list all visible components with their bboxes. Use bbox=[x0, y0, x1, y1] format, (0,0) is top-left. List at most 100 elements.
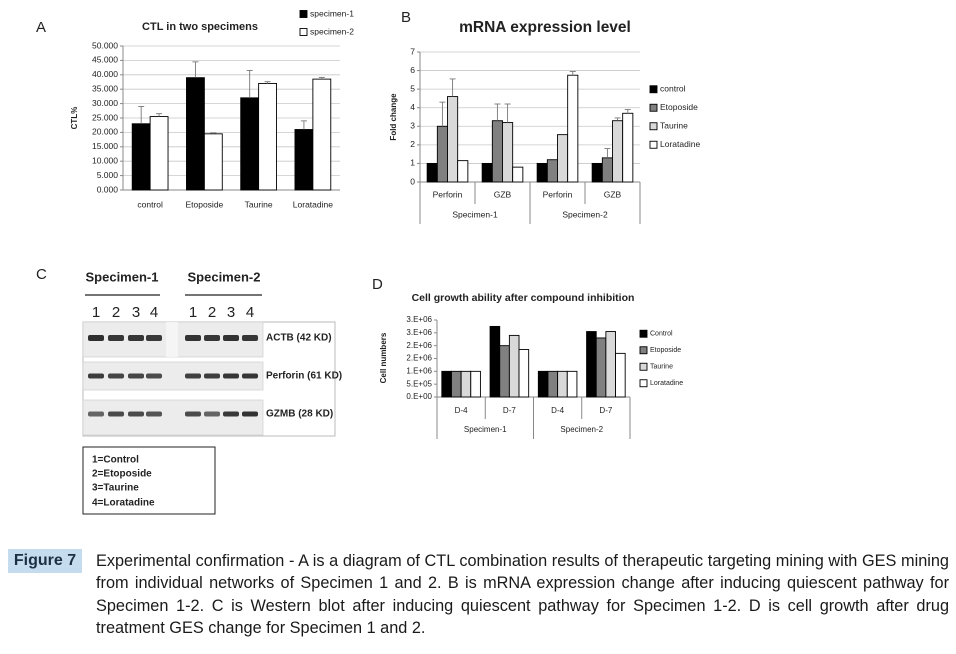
y-tick-label: 15.000 bbox=[92, 141, 118, 151]
y-axis-label: Fold change bbox=[389, 93, 398, 141]
key-entry: 2=Etoposide bbox=[92, 469, 152, 480]
band-label: ACTB (42 KD) bbox=[266, 333, 332, 344]
blot-band bbox=[242, 335, 258, 341]
y-tick-label: 0.000 bbox=[97, 184, 119, 194]
blot-band bbox=[146, 335, 162, 341]
bar bbox=[586, 331, 597, 398]
y-tick-label: 0.E+00 bbox=[406, 392, 432, 401]
blot-band bbox=[108, 335, 124, 341]
lane-number: 3 bbox=[227, 304, 235, 321]
bar bbox=[502, 122, 514, 183]
bar bbox=[595, 337, 607, 398]
x-tick-label: D-7 bbox=[599, 406, 612, 415]
bar bbox=[612, 120, 624, 183]
bar bbox=[566, 370, 578, 398]
y-tick-label: 10.000 bbox=[92, 155, 118, 165]
group-label: Specimen-1 bbox=[464, 425, 507, 434]
bar bbox=[499, 345, 510, 398]
bar bbox=[489, 325, 501, 398]
bar bbox=[470, 370, 481, 398]
legend-label: specimen-1 bbox=[310, 8, 354, 18]
legend-label: Taurine bbox=[660, 121, 688, 131]
blot-band bbox=[204, 373, 220, 379]
bar bbox=[149, 116, 169, 191]
y-tick-label: 3.E+06 bbox=[406, 328, 432, 337]
bar bbox=[451, 370, 462, 398]
key-entry: 3=Taurine bbox=[92, 483, 139, 494]
legend-swatch bbox=[299, 28, 308, 36]
chart-title: CTL in two specimens bbox=[142, 21, 258, 33]
blot-band bbox=[185, 335, 201, 341]
chart-title: mRNA expression level bbox=[459, 19, 631, 36]
y-tick-label: 5.000 bbox=[97, 170, 119, 180]
blot-band bbox=[88, 373, 104, 379]
bar bbox=[508, 334, 520, 398]
legend-label: Loratadine bbox=[660, 139, 700, 149]
lane-number: 2 bbox=[112, 304, 120, 321]
bar bbox=[240, 97, 260, 191]
bar bbox=[258, 82, 277, 191]
group-label: Specimen-2 bbox=[562, 209, 608, 219]
bar bbox=[557, 134, 569, 183]
lane-number: 3 bbox=[132, 304, 140, 321]
y-tick-label: 25.000 bbox=[92, 112, 118, 122]
bar bbox=[131, 123, 151, 191]
y-tick-label: 50.000 bbox=[92, 40, 118, 50]
y-tick-label: 3 bbox=[410, 121, 415, 131]
legend-label: Control bbox=[650, 331, 673, 338]
band-label: GZMB (28 KD) bbox=[266, 409, 333, 420]
legend-swatch bbox=[639, 362, 648, 371]
x-tick-label: Loratadine bbox=[293, 199, 333, 209]
blot-band bbox=[185, 411, 201, 417]
blot-band bbox=[128, 411, 144, 417]
x-tick-label: D-7 bbox=[503, 406, 516, 415]
blot-band bbox=[204, 411, 220, 417]
bar bbox=[447, 96, 459, 183]
y-tick-label: 40.000 bbox=[92, 69, 118, 79]
blot-band bbox=[108, 373, 124, 379]
legend-swatch bbox=[639, 329, 648, 338]
blot-strip bbox=[82, 399, 264, 436]
bar bbox=[312, 78, 332, 191]
chart-title: Cell growth ability after compound inhib… bbox=[412, 292, 635, 304]
specimen-label: Specimen-2 bbox=[188, 269, 261, 284]
blot-band bbox=[223, 373, 239, 379]
blot-band bbox=[128, 335, 144, 341]
key-entry: 4=Loratadine bbox=[92, 498, 155, 509]
x-tick-label: Perforin bbox=[543, 189, 573, 199]
bar bbox=[537, 370, 549, 398]
blot-band bbox=[223, 411, 239, 417]
bar bbox=[546, 159, 558, 183]
caption-text: Experimental confirmation - A is a diagr… bbox=[96, 552, 949, 637]
legend-label: Loratadine bbox=[650, 380, 683, 387]
y-axis-label: Cell numbers bbox=[379, 332, 388, 383]
y-tick-label: 5 bbox=[410, 83, 415, 93]
y-tick-label: 0 bbox=[410, 176, 415, 186]
blot-band bbox=[146, 373, 162, 379]
lane-gap bbox=[166, 322, 178, 357]
y-tick-label: 7 bbox=[410, 46, 415, 56]
caption-label: Figure 7 bbox=[8, 549, 82, 573]
legend-label: Etoposide bbox=[650, 347, 681, 354]
y-tick-label: 4 bbox=[410, 102, 415, 112]
y-tick-label: 1 bbox=[410, 158, 415, 168]
x-tick-label: Etoposide bbox=[185, 199, 223, 209]
figure: A CTL in two specimens CTL% 0.000 5.000 10.00… bbox=[36, 8, 700, 515]
legend-swatch bbox=[299, 10, 308, 18]
bar bbox=[567, 74, 579, 183]
legend-swatch bbox=[639, 379, 648, 388]
bar bbox=[591, 162, 603, 183]
lane-number: 2 bbox=[208, 304, 216, 321]
bar bbox=[622, 112, 634, 183]
band-label: Perforin (61 KD) bbox=[266, 371, 342, 382]
legend-swatch bbox=[649, 103, 658, 112]
bar bbox=[203, 133, 223, 191]
panel-label: B bbox=[401, 9, 411, 26]
blot-band bbox=[185, 373, 201, 379]
bar bbox=[536, 162, 548, 183]
x-tick-label: Taurine bbox=[245, 199, 273, 209]
blot-band bbox=[223, 335, 239, 341]
specimen-label: Specimen-1 bbox=[86, 269, 159, 284]
bar bbox=[457, 160, 469, 183]
legend-swatch bbox=[639, 346, 648, 355]
